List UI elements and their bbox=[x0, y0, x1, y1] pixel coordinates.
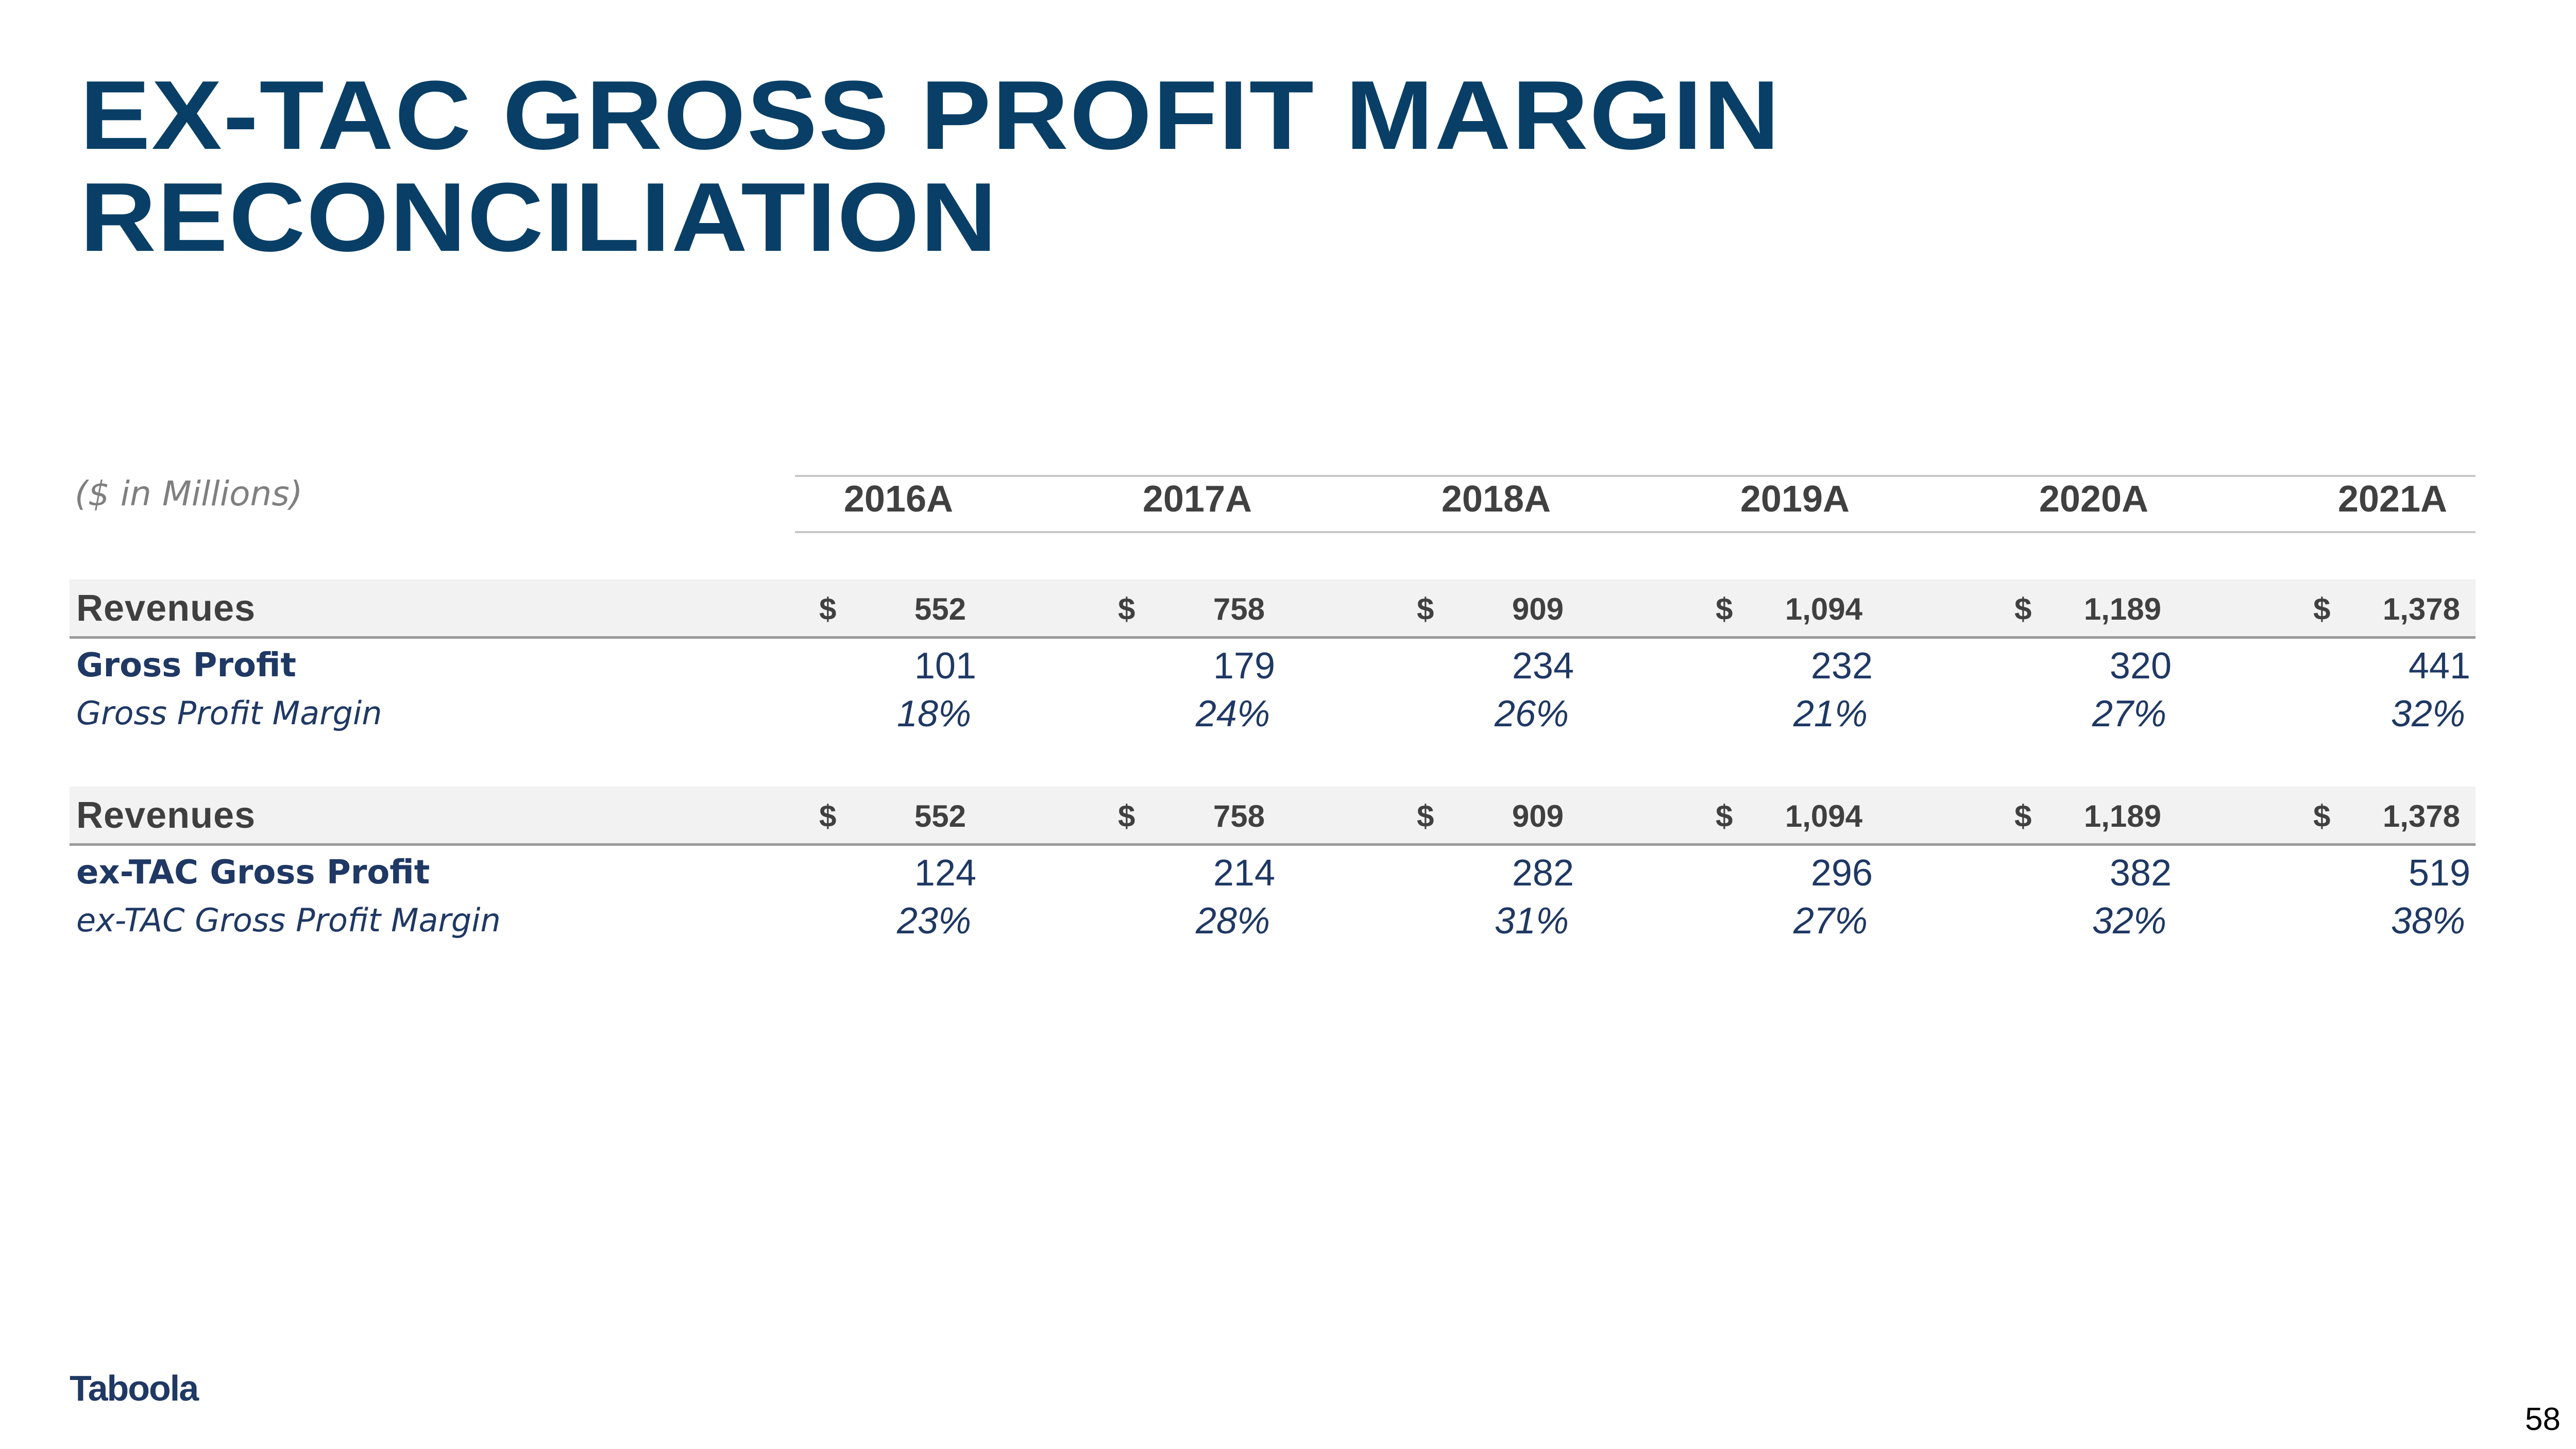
currency-symbol: $ bbox=[2313, 799, 2331, 833]
currency-symbol: $ bbox=[2014, 799, 2032, 833]
revenue-value: 1,094 bbox=[1785, 592, 1862, 626]
header-bottom-rule bbox=[795, 531, 2476, 533]
gross-profit-value: 320 bbox=[2109, 645, 2172, 687]
revenue-value: 1,189 bbox=[2083, 799, 2161, 833]
gross-profit-value: 441 bbox=[2408, 645, 2470, 687]
extac-gross-profit-value: 214 bbox=[1213, 853, 1275, 894]
extac-gross-profit-margin-value: 38% bbox=[2391, 900, 2465, 942]
currency-symbol: $ bbox=[819, 592, 837, 626]
extac-gross-profit-value: 296 bbox=[1810, 853, 1873, 894]
extac-gross-profit-margin-value: 23% bbox=[896, 900, 971, 942]
revenue-value: 758 bbox=[1213, 799, 1265, 833]
units-label: ($ in Millions) bbox=[75, 474, 303, 514]
currency-symbol: $ bbox=[1118, 592, 1136, 626]
year-header-2020: 2020A bbox=[2039, 479, 2148, 520]
currency-symbol: $ bbox=[2313, 592, 2331, 626]
currency-symbol: $ bbox=[1417, 799, 1434, 833]
revenues-row-band bbox=[70, 579, 2476, 637]
extac-gross-profit-margin-value: 27% bbox=[1793, 900, 1868, 942]
gross-profit-margin-value: 18% bbox=[896, 693, 971, 735]
revenues-label: Revenues bbox=[76, 795, 256, 836]
revenue-value: 909 bbox=[1512, 799, 1564, 833]
gross-profit-label: Gross Profit bbox=[76, 646, 296, 685]
header-top-rule bbox=[795, 475, 2476, 477]
currency-symbol: $ bbox=[1118, 799, 1136, 833]
extac-gross-profit-label: ex-TAC Gross Profit bbox=[76, 854, 430, 892]
currency-symbol: $ bbox=[1417, 592, 1434, 626]
revenues-row-rule bbox=[70, 843, 2476, 846]
gross-profit-margin-value: 27% bbox=[2092, 693, 2166, 735]
taboola-logo: Taboola bbox=[70, 1368, 199, 1408]
gross-profit-value: 101 bbox=[914, 645, 976, 687]
extac-gross-profit-value: 519 bbox=[2408, 853, 2470, 894]
gross-profit-value: 232 bbox=[1810, 645, 1873, 687]
revenue-value: 1,378 bbox=[2382, 592, 2460, 626]
extac-gross-profit-value: 124 bbox=[914, 853, 976, 894]
year-header-2017: 2017A bbox=[1142, 479, 1252, 520]
revenue-value: 1,378 bbox=[2382, 799, 2460, 833]
currency-symbol: $ bbox=[1716, 592, 1733, 626]
extac-gross-profit-margin-value: 31% bbox=[1494, 900, 1569, 942]
revenue-value: 1,094 bbox=[1785, 799, 1862, 833]
gross-profit-margin-value: 21% bbox=[1793, 693, 1868, 735]
extac-gross-profit-value: 382 bbox=[2109, 853, 2172, 894]
year-header-2019: 2019A bbox=[1740, 479, 1850, 520]
page-title: EX-TAC GROSS PROFIT MARGIN RECONCILIATIO… bbox=[80, 61, 1781, 272]
revenue-value: 552 bbox=[914, 799, 966, 833]
revenues-row-band bbox=[70, 787, 2476, 844]
revenue-value: 1,189 bbox=[2083, 592, 2161, 626]
gross-profit-value: 179 bbox=[1213, 645, 1275, 687]
extac-gross-profit-margin-label: ex-TAC Gross Profit Margin bbox=[76, 901, 501, 939]
year-header-2016: 2016A bbox=[843, 479, 953, 520]
gross-profit-value: 234 bbox=[1512, 645, 1574, 687]
revenues-row-rule bbox=[70, 636, 2476, 639]
revenue-value: 758 bbox=[1213, 592, 1265, 626]
extac-gross-profit-margin-value: 32% bbox=[2092, 900, 2166, 942]
currency-symbol: $ bbox=[2014, 592, 2032, 626]
gross-profit-margin-value: 32% bbox=[2391, 693, 2465, 735]
year-header-2021: 2021A bbox=[2337, 479, 2447, 520]
revenues-label: Revenues bbox=[76, 588, 256, 629]
extac-gross-profit-margin-value: 28% bbox=[1195, 900, 1270, 942]
currency-symbol: $ bbox=[819, 799, 837, 833]
gross-profit-margin-value: 24% bbox=[1195, 693, 1270, 735]
currency-symbol: $ bbox=[1716, 799, 1733, 833]
extac-gross-profit-value: 282 bbox=[1512, 853, 1574, 894]
year-header-2018: 2018A bbox=[1441, 479, 1551, 520]
gross-profit-margin-value: 26% bbox=[1494, 693, 1569, 735]
page-number: 58 bbox=[2525, 1402, 2561, 1437]
revenue-value: 552 bbox=[914, 592, 966, 626]
revenue-value: 909 bbox=[1512, 592, 1564, 626]
gross-profit-margin-label: Gross Profit Margin bbox=[76, 694, 382, 732]
